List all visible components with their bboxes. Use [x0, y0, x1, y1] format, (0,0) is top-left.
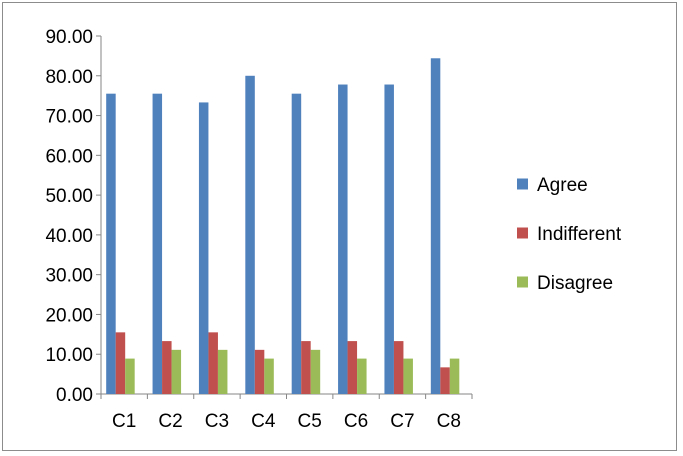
- bar-disagree-c2: [171, 349, 182, 394]
- bar-indifferent-c7: [393, 341, 404, 394]
- x-tick-label: C6: [344, 411, 368, 432]
- legend-swatch: [517, 227, 528, 239]
- y-tick-label: 60.00: [45, 146, 93, 167]
- legend: Agree Indifferent Disagree: [517, 175, 622, 294]
- x-tick-label: C7: [390, 411, 414, 432]
- bar-disagree-c4: [264, 358, 274, 394]
- bar-agree-c1: [106, 93, 116, 394]
- bar-agree-c2: [152, 93, 163, 394]
- bar-agree-c4: [245, 75, 255, 395]
- x-tick-label: C4: [251, 411, 276, 432]
- bar-disagree-c3: [217, 349, 228, 394]
- x-axis: C1 C2 C3 C4 C5 C6 C7 C8: [100, 393, 473, 432]
- y-tick-label: 90.00: [45, 27, 93, 48]
- bar-agree-c6: [338, 84, 348, 394]
- bar-indifferent-c5: [301, 341, 311, 394]
- y-tick-label: 0.00: [56, 385, 93, 406]
- y-tick-label: 50.00: [45, 186, 93, 207]
- x-tick-label: C5: [298, 411, 322, 432]
- x-tick-label: C2: [158, 411, 182, 432]
- y-tick-label: 10.00: [45, 345, 93, 366]
- y-tick-label: 20.00: [45, 305, 93, 326]
- y-tick-label: 70.00: [45, 107, 93, 128]
- y-axis: 0.00 10.00 20.00 30.00 40.00 50.00 60.00 70.00 8…: [45, 27, 102, 406]
- bar-indifferent-c1: [115, 332, 126, 394]
- bar-disagree-c1: [125, 358, 135, 394]
- bar-agree-c8: [430, 58, 441, 395]
- bar-indifferent-c8: [440, 367, 450, 394]
- y-tick-label: 40.00: [45, 226, 93, 247]
- bar-indifferent-c4: [254, 349, 265, 394]
- bar-indifferent-c2: [162, 341, 172, 394]
- legend-swatch: [517, 276, 528, 288]
- bar-disagree-c8: [449, 358, 460, 394]
- y-tick-label: 80.00: [45, 67, 93, 88]
- y-tick-label: 30.00: [45, 266, 93, 287]
- legend-label: Disagree: [537, 273, 613, 294]
- bar-indifferent-c3: [208, 332, 218, 394]
- legend-label: Indifferent: [537, 224, 622, 245]
- legend-swatch: [517, 178, 528, 190]
- bar-disagree-c6: [357, 358, 367, 394]
- bar-agree-c3: [198, 102, 209, 394]
- bar-agree-c5: [291, 93, 302, 394]
- x-tick-label: C8: [437, 411, 461, 432]
- bars: [106, 58, 460, 395]
- x-tick-label: C3: [205, 411, 229, 432]
- x-tick-label: C1: [112, 411, 136, 432]
- bar-disagree-c7: [403, 358, 413, 394]
- bar-indifferent-c6: [347, 341, 358, 394]
- legend-label: Agree: [537, 175, 588, 196]
- bar-disagree-c5: [310, 349, 321, 394]
- bar-agree-c7: [384, 84, 394, 394]
